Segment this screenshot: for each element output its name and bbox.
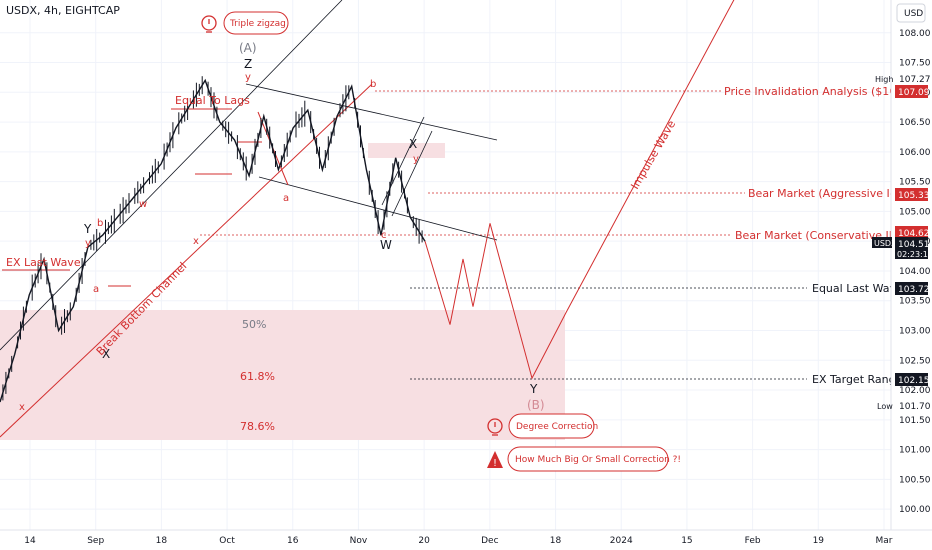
- level-lines: [200, 90, 807, 380]
- equal-to-legs-label: Equal To Lags: [175, 94, 250, 107]
- x-tick-label: Sep: [87, 536, 104, 546]
- warning-icon: [487, 451, 503, 468]
- time-axis-bg: [0, 530, 932, 550]
- impulse-wave-label: Impulse Wave: [628, 118, 678, 192]
- y-tick-label: 108.00: [899, 29, 931, 39]
- badge-invalidation: 107.09: [898, 88, 930, 98]
- wave-label-X-right: X: [409, 137, 417, 151]
- grid: [0, 0, 891, 530]
- x-tick-label: 19: [813, 536, 825, 546]
- low-value: 101.70: [899, 402, 931, 412]
- x-tick-label: Feb: [745, 536, 761, 546]
- degree-correction-callout: Degree Correction: [487, 413, 598, 439]
- level-label-invalidation: Price Invalidation Analysis ($107.09): [724, 85, 925, 98]
- wave-label-b-top: b: [370, 79, 376, 90]
- badge-conservative: 104.62: [898, 229, 930, 239]
- how-much-callout: ! How Much Big Or Small Correction ?!: [487, 446, 681, 472]
- wave-label-x-mid: x: [193, 236, 199, 247]
- fib-labels: 50% 61.8% 78.6%: [240, 318, 275, 433]
- fib-zone: [0, 310, 565, 440]
- low-label: Low: [877, 402, 893, 411]
- wave-label-Y-bottom: Y: [529, 382, 538, 396]
- wave-label-Y-left: Y: [83, 222, 92, 236]
- x-tick-label: 2024: [610, 536, 633, 546]
- badge-target: 102.15: [898, 376, 930, 386]
- countdown-value: 02:23:10: [897, 250, 932, 259]
- high-value: 107.27: [899, 75, 931, 85]
- x-tick-label: Oct: [219, 536, 235, 546]
- x-axis-ticks: 14 Sep 18 Oct 16 Nov 20 Dec 18 2024 15 Feb 19 Mar: [24, 536, 893, 546]
- wave-label-w-left: w: [139, 199, 147, 210]
- triple-zigzag-label: Triple zigzag: [229, 19, 286, 29]
- level-label-conservative: Bear Market (Conservative IDEA): [735, 229, 916, 242]
- fib-786-label: 78.6%: [240, 420, 275, 433]
- x-tick-label: 18: [550, 536, 562, 546]
- wave-label-W: W: [380, 238, 392, 252]
- x-tick-label: Nov: [350, 536, 368, 546]
- x-tick-label: 15: [681, 536, 692, 546]
- wave-labels: (A) Z y b a c W X y Y (B) Y y b a X w x …: [19, 41, 545, 413]
- badge-aggressive: 105.33: [898, 191, 930, 201]
- y-tick-label: 107.50: [899, 59, 931, 69]
- y-tick-label: 101.50: [899, 416, 931, 426]
- ex-last-wave-label: EX Last Wave: [6, 256, 81, 269]
- price-badges: 107.09 105.33 104.62 USDX 104.51 02:23:1…: [872, 85, 932, 386]
- price-series: [0, 78, 426, 403]
- level-label-equal-last-wave: Equal Last Wave: [812, 282, 903, 295]
- wave-label-x-left: x: [19, 402, 25, 413]
- wave-label-Z: Z: [244, 57, 252, 71]
- lightbulb-icon: [487, 418, 503, 434]
- high-label: High: [875, 75, 893, 84]
- projection-path: [424, 0, 735, 380]
- y-tick-label: 100.50: [899, 475, 931, 485]
- y-tick-label: 106.00: [899, 148, 931, 158]
- current-price-value: 104.51: [898, 240, 930, 250]
- x-tick-label: 20: [418, 536, 430, 546]
- y-tick-label: 103.00: [899, 327, 931, 337]
- current-symbol-tag: USDX: [874, 239, 897, 248]
- y-tick-label: 106.50: [899, 118, 931, 128]
- x-tick-label: 16: [287, 536, 299, 546]
- x-tick-label: 14: [24, 536, 36, 546]
- level-label-target: EX Target Range: [812, 373, 903, 386]
- wave-label-c: c: [381, 230, 387, 241]
- wave-label-b-left: b: [97, 218, 103, 229]
- fib-50-label: 50%: [242, 318, 266, 331]
- degree-correction-label: Degree Correction: [516, 422, 598, 432]
- fib-618-label: 61.8%: [240, 370, 275, 383]
- badge-equal-last-wave: 103.72: [898, 285, 930, 295]
- wave-label-y-left: y: [85, 238, 91, 249]
- y-tick-label: 104.00: [899, 267, 931, 277]
- svg-text:!: !: [493, 458, 497, 469]
- y-tick-label: 102.00: [899, 386, 931, 396]
- x-tick-label: Dec: [481, 536, 498, 546]
- wave-label-a-mid: a: [283, 193, 289, 204]
- wave-label-X-left: X: [102, 347, 110, 361]
- y-tick-label: 102.50: [899, 356, 931, 366]
- y-tick-label: 101.00: [899, 446, 931, 456]
- wave-label-A: (A): [239, 41, 257, 55]
- symbol-title: USDX, 4h, EIGHTCAP: [6, 4, 120, 17]
- wave-label-y-right: y: [413, 154, 419, 165]
- resistance-zone: [368, 143, 445, 158]
- wave-label-y-top: y: [245, 72, 251, 83]
- level-label-aggressive: Bear Market (Aggressive Idea): [748, 187, 915, 200]
- triple-zigzag-callout: Triple zigzag: [201, 11, 289, 35]
- currency-label: USD: [904, 9, 923, 19]
- x-tick-label: 18: [156, 536, 168, 546]
- candles: [2, 76, 423, 401]
- y-tick-label: 103.50: [899, 297, 931, 307]
- y-tick-label: 105.00: [899, 207, 931, 217]
- wave-label-a-left: a: [93, 284, 99, 295]
- level-labels: Price Invalidation Analysis ($107.09) Be…: [724, 85, 925, 386]
- y-tick-label: 105.50: [899, 178, 931, 188]
- wave-label-B: (B): [527, 398, 545, 412]
- y-tick-label: 100.00: [899, 505, 931, 515]
- currency-button[interactable]: USD: [896, 3, 926, 23]
- lightbulb-icon: [201, 15, 217, 31]
- x-tick-label: Mar: [876, 536, 893, 546]
- channels: [0, 0, 498, 438]
- how-much-label: How Much Big Or Small Correction ?!: [515, 455, 681, 465]
